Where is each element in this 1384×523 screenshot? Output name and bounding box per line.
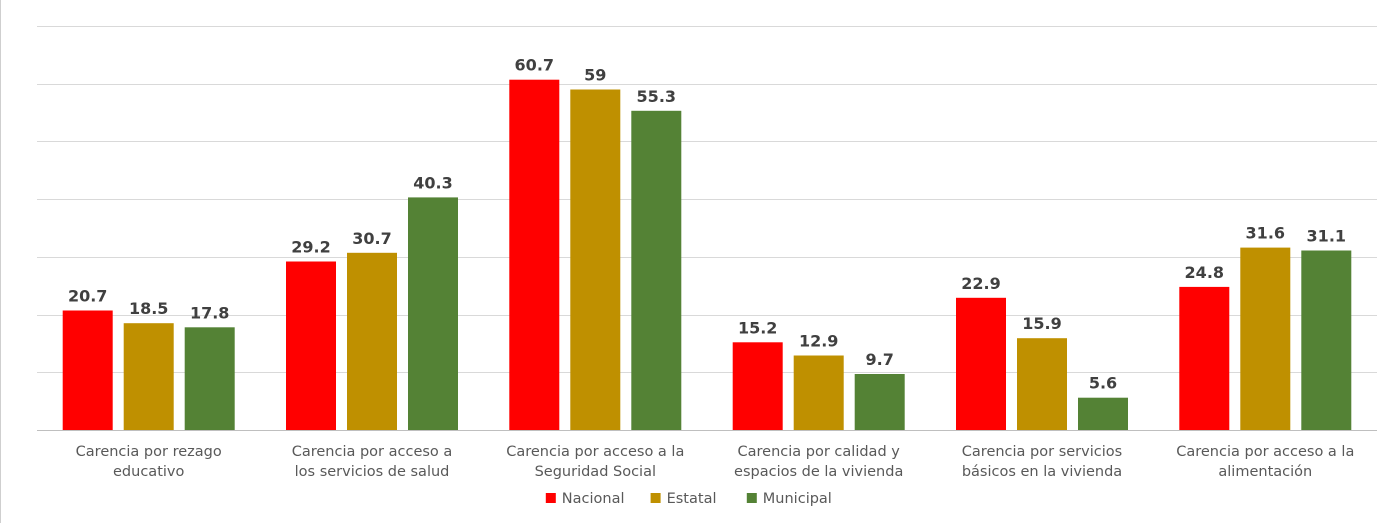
legend-swatch-estatal bbox=[650, 493, 661, 503]
data-label: 18.5 bbox=[129, 299, 168, 318]
data-label: 40.3 bbox=[413, 173, 452, 192]
data-label: 22.9 bbox=[961, 274, 1000, 293]
bar-municipal bbox=[631, 110, 682, 431]
category-labels: Carencia por rezago educativo Carencia por… bbox=[76, 444, 1355, 480]
data-label: 30.7 bbox=[352, 229, 391, 248]
legend-label-nacional: Nacional bbox=[562, 491, 625, 507]
bar-municipal bbox=[1078, 397, 1128, 430]
bar-nacional bbox=[1179, 286, 1230, 430]
bar-estatal bbox=[347, 252, 397, 430]
category-label: Carencia por acceso a la bbox=[506, 444, 684, 460]
legend-label-estatal: Estatal bbox=[667, 491, 717, 507]
data-labels: 20.7 18.5 17.8 29.2 30.7 40.3 60.7 59 55.3 15.2 12… bbox=[68, 56, 1346, 393]
data-label: 5.6 bbox=[1089, 374, 1117, 393]
bar-municipal bbox=[184, 327, 235, 430]
data-label: 15.2 bbox=[738, 318, 777, 337]
bar-estatal bbox=[1017, 338, 1067, 430]
category-label: Carencia por acceso a la bbox=[1176, 444, 1354, 460]
legend-swatch-municipal bbox=[746, 493, 757, 503]
bar-nacional bbox=[62, 310, 113, 430]
data-label: 15.9 bbox=[1022, 314, 1061, 333]
bar-municipal bbox=[1301, 250, 1352, 430]
data-label: 9.7 bbox=[866, 350, 894, 369]
category-label: los servicios de salud bbox=[295, 464, 450, 480]
bar-estatal bbox=[570, 89, 621, 430]
category-label: básicos en la vivienda bbox=[962, 464, 1122, 480]
bar-nacional bbox=[509, 79, 560, 430]
data-label: 17.8 bbox=[190, 303, 229, 322]
bar-estatal bbox=[1240, 247, 1291, 430]
category-label: Carencia por acceso a bbox=[292, 444, 453, 460]
data-label: 60.7 bbox=[515, 56, 554, 75]
bar-municipal bbox=[854, 374, 905, 430]
data-label: 20.7 bbox=[68, 287, 107, 306]
bar-municipal bbox=[408, 197, 458, 430]
legend: Nacional Estatal Municipal bbox=[545, 491, 832, 507]
category-label: Carencia por servicios bbox=[962, 444, 1122, 460]
category-label: Carencia por calidad y bbox=[738, 444, 901, 460]
legend-swatch-nacional bbox=[545, 493, 556, 503]
category-label: Seguridad Social bbox=[535, 464, 656, 480]
legend-label-municipal: Municipal bbox=[763, 491, 832, 507]
bars bbox=[62, 79, 1352, 431]
data-label: 31.1 bbox=[1307, 227, 1346, 246]
bar-nacional bbox=[732, 342, 783, 430]
category-label: educativo bbox=[113, 464, 184, 480]
data-label: 59 bbox=[584, 66, 606, 85]
data-label: 12.9 bbox=[799, 332, 838, 351]
bar-nacional bbox=[286, 261, 336, 430]
data-label: 29.2 bbox=[291, 238, 330, 257]
gridlines bbox=[37, 26, 1377, 431]
category-label: alimentación bbox=[1218, 464, 1312, 480]
bar-nacional bbox=[956, 297, 1006, 430]
data-label: 31.6 bbox=[1246, 224, 1285, 243]
data-label: 24.8 bbox=[1185, 263, 1224, 282]
category-label: espacios de la vivienda bbox=[734, 464, 903, 480]
data-label: 55.3 bbox=[637, 87, 676, 106]
category-label: Carencia por rezago bbox=[76, 444, 222, 460]
bar-estatal bbox=[123, 323, 174, 430]
bar-estatal bbox=[793, 355, 844, 430]
